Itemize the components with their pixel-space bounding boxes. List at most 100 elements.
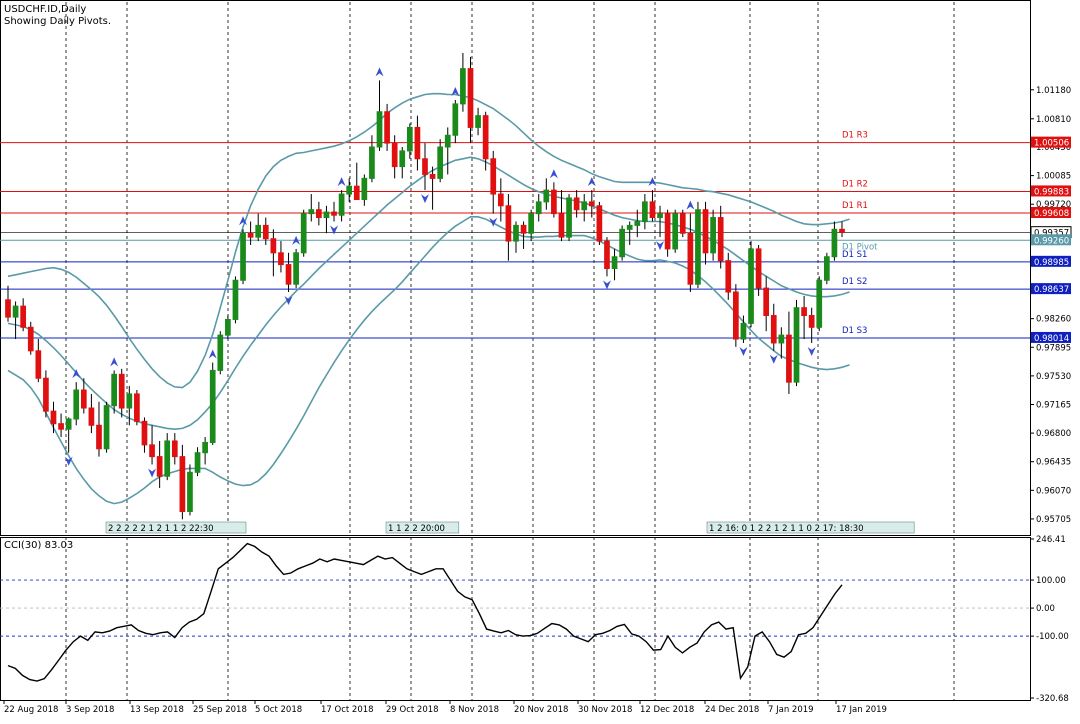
x-tick-label: 25 Sep 2018	[193, 705, 247, 715]
y-tick-label: 1.00810	[1036, 115, 1071, 125]
pivot-value-box	[1031, 331, 1071, 343]
candle-body	[429, 173, 436, 179]
session-tag	[105, 521, 247, 534]
cci-tick-label: -320.68	[1036, 694, 1069, 704]
cci-label: CCI(30) 83.03	[4, 540, 74, 551]
pivot-value-label: 0.99608	[1034, 209, 1069, 219]
candle-body	[573, 197, 580, 211]
candle-body	[467, 68, 474, 128]
candle-body	[149, 444, 155, 458]
candle-body	[384, 111, 390, 144]
candle-body	[763, 287, 770, 317]
candle-body	[278, 252, 284, 266]
fractal-up-icon	[292, 235, 301, 245]
candle-body	[96, 424, 102, 450]
candle-body	[209, 369, 216, 444]
candle-body	[399, 150, 406, 168]
session-tag	[706, 521, 915, 534]
fractal-down-icon	[602, 280, 611, 290]
candle-body	[316, 209, 322, 219]
session-tag-text: 1 1 2 2 20:00	[388, 524, 445, 534]
pivot-value-box	[1031, 136, 1071, 148]
fractal-up-icon	[451, 86, 460, 96]
candle-body	[293, 252, 299, 285]
candle-body	[240, 232, 246, 281]
cci-tick-label: 100.00	[1036, 576, 1066, 586]
candle-body	[73, 389, 80, 420]
x-tick-label: 30 Nov 2018	[578, 705, 632, 715]
candle-body	[88, 407, 95, 426]
fractal-down-icon	[421, 194, 429, 204]
candle-body	[164, 440, 171, 477]
fractal-down-icon	[769, 354, 778, 364]
candle-body	[490, 158, 497, 195]
fractal-up-icon	[110, 357, 119, 367]
candle-body	[391, 142, 398, 168]
candle-body	[695, 209, 701, 285]
pivot-value-box	[1031, 234, 1071, 246]
pivot-label: D1 Pivot	[842, 242, 878, 252]
candle-body	[748, 248, 754, 324]
y-tick-label: 1.00085	[1036, 172, 1071, 182]
candle-body	[657, 213, 663, 219]
cci-panel-frame	[0, 537, 1031, 701]
candle-body	[520, 224, 527, 234]
candle-body	[353, 185, 360, 201]
fractal-up-icon	[239, 216, 248, 226]
candle-body	[338, 193, 345, 216]
cci-tick-label: -100.00	[1036, 632, 1069, 642]
y-tick-label: 1.00450	[1036, 143, 1071, 153]
candle-body	[187, 471, 193, 512]
pivot-value-label: 0.99260	[1034, 236, 1069, 246]
candle-body	[5, 299, 11, 318]
pivot-label: D1 R3	[842, 131, 868, 141]
candle-body	[437, 146, 444, 179]
x-tick-label: 13 Sep 2018	[130, 705, 184, 715]
candle-body	[535, 201, 542, 215]
pivot-value-box	[1031, 207, 1071, 219]
x-tick-label: 17 Jan 2019	[836, 705, 887, 715]
candle-body	[171, 440, 178, 458]
candle-body	[717, 217, 724, 262]
candle-body	[331, 211, 337, 216]
candle-body	[551, 189, 557, 215]
candle-body	[460, 68, 466, 105]
candle-body	[126, 393, 133, 409]
bollinger-upper	[7, 92, 850, 389]
y-tick-label: 0.99720	[1036, 200, 1071, 210]
chart-subtitle: Showing Daily Pivots.	[4, 16, 112, 27]
candle-body	[217, 334, 224, 371]
candle-body	[786, 334, 792, 383]
x-tick-label: 17 Oct 2018	[321, 705, 374, 715]
pivot-value-box	[1031, 283, 1071, 295]
candle-body	[232, 279, 239, 320]
candle-body	[801, 307, 807, 317]
session-tag-text: 2 2 2 2 2 1 2 1 1 2 22:30	[108, 524, 214, 534]
fractal-down-icon	[148, 468, 157, 478]
candle-body	[672, 213, 679, 250]
candle-body	[702, 209, 709, 254]
candle-body	[823, 256, 830, 281]
pivot-value-label: 0.98014	[1034, 334, 1069, 344]
x-tick-label: 29 Oct 2018	[386, 705, 439, 715]
candle-body	[255, 224, 262, 238]
pivot-value-box	[1031, 185, 1071, 197]
candle-body	[65, 418, 72, 430]
x-tick-label: 3 Sep 2018	[66, 705, 114, 715]
candle-body	[80, 389, 87, 409]
candle-body	[43, 377, 49, 412]
candle-body	[27, 326, 34, 352]
fractal-up-icon	[587, 177, 596, 187]
candle-body	[596, 205, 603, 242]
candle-body	[558, 213, 565, 238]
candle-body	[369, 146, 375, 179]
x-tick-label: 12 Dec 2018	[640, 705, 694, 715]
pivot-value-box	[1031, 255, 1071, 267]
y-tick-label: 0.96070	[1036, 486, 1071, 496]
candle-body	[793, 307, 800, 383]
candle-body	[50, 410, 57, 425]
fractal-down-icon	[807, 346, 816, 356]
candle-body	[118, 373, 125, 409]
candle-body	[611, 256, 618, 269]
